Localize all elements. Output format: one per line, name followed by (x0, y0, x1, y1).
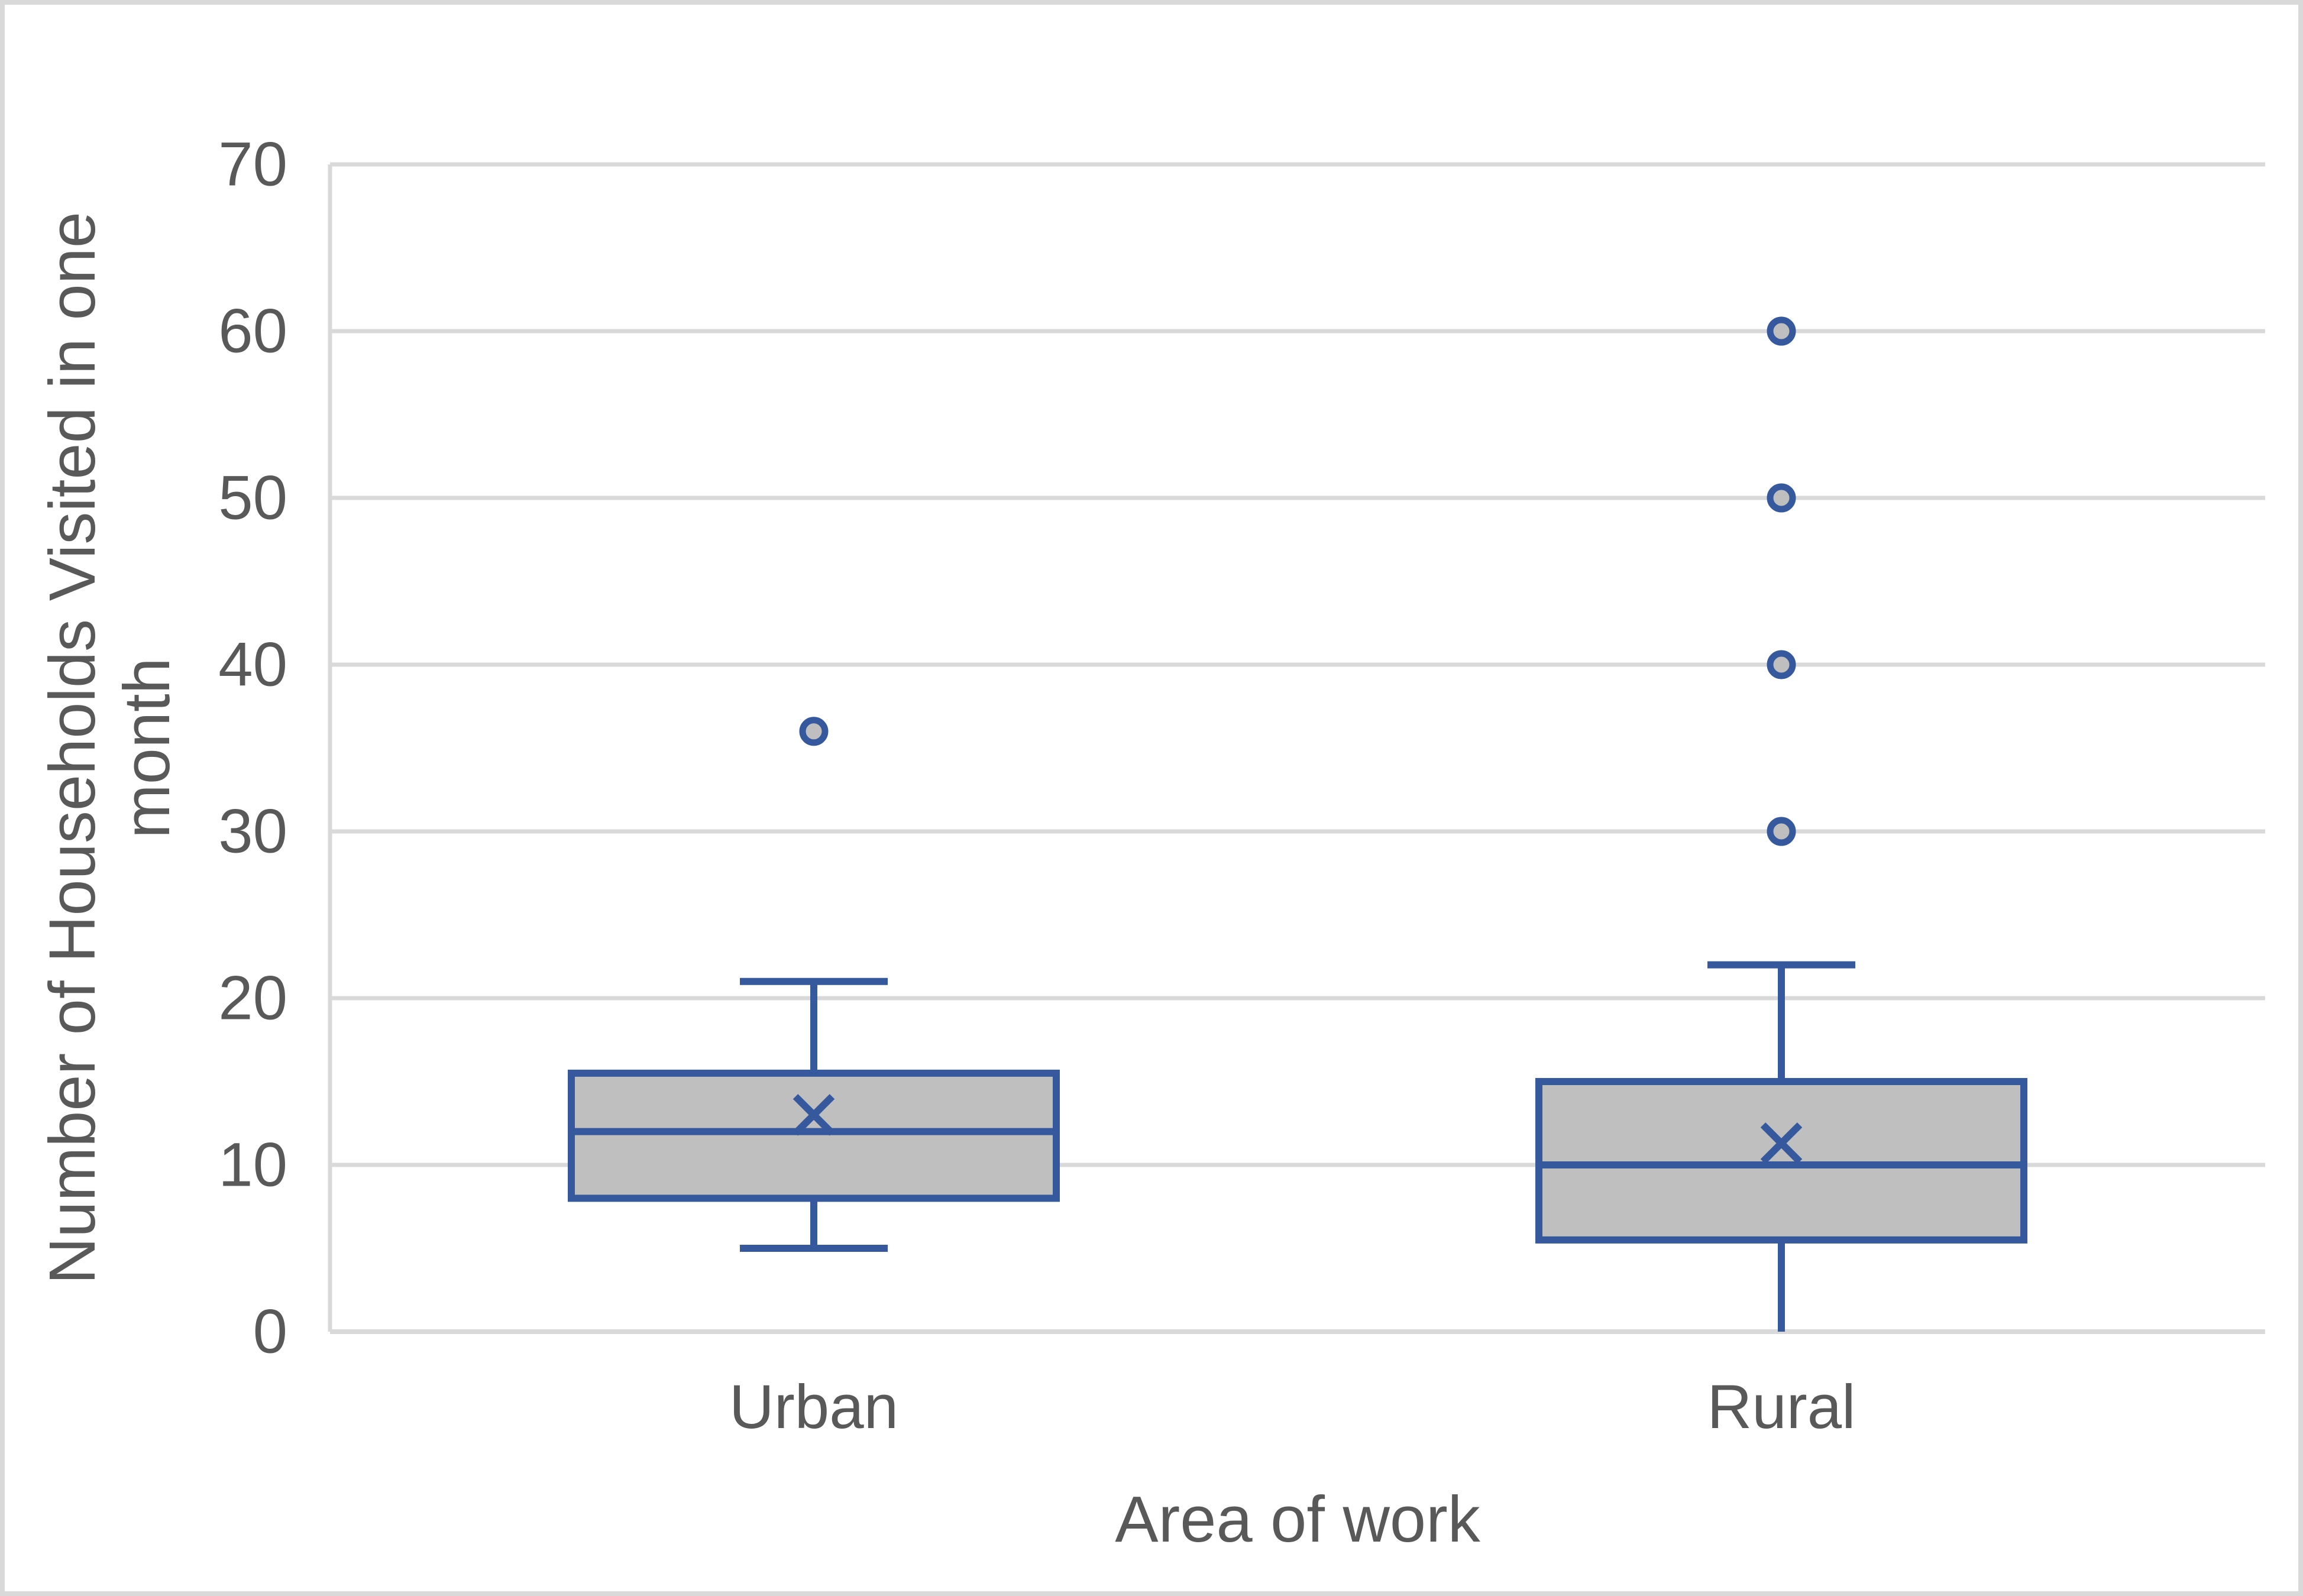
y-tick-label: 70 (218, 130, 287, 199)
box-group-urban (568, 717, 1060, 1252)
category-label: Urban (729, 1372, 898, 1442)
outlier-point (1767, 483, 1796, 513)
category-label: Rural (1707, 1372, 1856, 1442)
y-tick-label: 10 (218, 1131, 287, 1200)
y-tick-label: 50 (218, 464, 287, 533)
outlier-point (1767, 817, 1796, 846)
y-tick-label: 60 (218, 297, 287, 366)
y-axis-title-line-2: month (111, 658, 183, 839)
y-tick-label: 40 (218, 630, 287, 700)
mean-marker (793, 1094, 835, 1136)
x-axis-title: Area of work (1115, 1483, 1480, 1556)
mean-marker (1760, 1122, 1803, 1164)
outlier-point (799, 717, 829, 746)
y-axis-title-line-1: Number of Households Visited in one (36, 212, 109, 1284)
iqr-box (1535, 1078, 2027, 1244)
box-group-rural (1535, 316, 2027, 1332)
y-tick-label: 20 (218, 964, 287, 1033)
box-series (568, 316, 2027, 1332)
y-axis-title: Number of Households Visited in one mont… (36, 212, 183, 1284)
outlier-point (1767, 316, 1796, 346)
iqr-box (568, 1069, 1060, 1202)
y-axis-tick-labels: 0 10 20 30 40 50 60 70 (218, 130, 287, 1367)
y-tick-label: 0 (253, 1297, 287, 1367)
x-axis-category-labels: Urban Rural (729, 1372, 1855, 1442)
y-tick-label: 30 (218, 797, 287, 866)
outlier-point (1767, 650, 1796, 679)
